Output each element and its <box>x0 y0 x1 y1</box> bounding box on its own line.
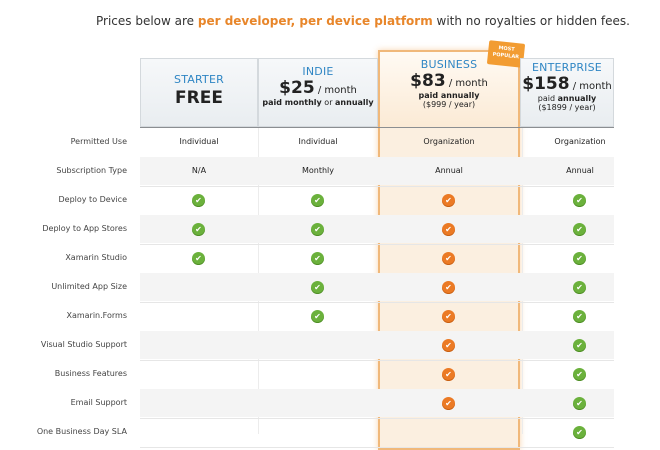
checkmark-icon: ✔ <box>573 425 586 439</box>
plan-header-indie: INDIE $25 / month paid monthly or annual… <box>258 58 378 127</box>
plan-name-business: BUSINESS <box>420 58 478 71</box>
checkmark-icon: ✔ <box>573 280 586 294</box>
row-stripe <box>140 273 614 301</box>
plan-price-business: $83 / month <box>380 71 518 91</box>
column-divider <box>522 58 523 434</box>
plan-price-business-period: / month <box>445 78 488 89</box>
plan-price-enterprise-period: / month <box>569 81 612 92</box>
row-stripe <box>140 157 614 185</box>
plan-billing-business: paid annually <box>380 91 518 100</box>
row-divider <box>140 360 614 361</box>
cell-enterprise: Annual <box>566 165 594 175</box>
billing-annually: paid annually <box>418 91 480 100</box>
feature-label: Business Features <box>54 368 127 378</box>
feature-label: Xamarin.Forms <box>66 310 127 320</box>
plan-name-indie: INDIE <box>302 65 334 78</box>
checkmark-icon: ✔ <box>192 251 205 265</box>
plan-name-enterprise: ENTERPRISE <box>532 61 602 74</box>
feature-label: Email Support <box>70 397 127 407</box>
checkmark-icon: ✔ <box>311 251 324 265</box>
feature-label: Permitted Use <box>70 136 127 146</box>
row-stripe <box>140 215 614 243</box>
checkmark-icon: ✔ <box>573 309 586 323</box>
plan-header-business: BUSINESS $83 / month paid annually ($999… <box>380 52 518 128</box>
intro-text-end: with no royalties or hidden fees. <box>432 14 630 28</box>
cell-business: Annual <box>435 165 463 175</box>
row-divider <box>140 244 614 245</box>
billing-annually: annually <box>335 98 374 107</box>
feature-label: Subscription Type <box>56 165 127 175</box>
row-divider <box>140 186 614 187</box>
cell-indie: Monthly <box>301 165 335 175</box>
header-rule <box>140 127 614 128</box>
feature-label: Unlimited App Size <box>51 281 127 291</box>
checkmark-icon: ✔ <box>442 309 455 323</box>
cell-starter: Individual <box>179 136 219 146</box>
plan-billing-enterprise: paid annually <box>521 94 613 103</box>
plan-billing-enterprise-yearly: ($1899 / year) <box>538 103 596 112</box>
feature-label: Visual Studio Support <box>40 339 127 349</box>
plan-price-indie: $25 / month <box>259 78 377 98</box>
plan-header-enterprise: ENTERPRISE $158 / month paid annually ($… <box>520 58 614 127</box>
plan-billing-business-yearly: ($999 / year) <box>422 100 476 109</box>
row-divider <box>140 447 614 448</box>
plan-price-business-amount: $83 <box>410 71 446 91</box>
checkmark-icon: ✔ <box>573 367 586 381</box>
column-divider <box>258 58 259 434</box>
checkmark-icon: ✔ <box>192 222 205 236</box>
checkmark-icon: ✔ <box>442 251 455 265</box>
billing-paid: paid <box>537 94 558 103</box>
intro-highlight: per developer, per device platform <box>197 14 433 28</box>
intro-text-start: Prices below are <box>96 14 198 28</box>
plan-price-enterprise-amount: $158 <box>522 74 570 94</box>
billing-or: or <box>321 98 336 107</box>
checkmark-icon: ✔ <box>442 338 455 352</box>
checkmark-icon: ✔ <box>192 193 205 207</box>
plan-price-indie-period: / month <box>314 85 357 96</box>
checkmark-icon: ✔ <box>573 338 586 352</box>
plan-header-starter: STARTER FREE <box>140 58 258 127</box>
checkmark-icon: ✔ <box>311 222 324 236</box>
checkmark-icon: ✔ <box>442 193 455 207</box>
billing-monthly: paid monthly <box>262 98 322 107</box>
billing-annually: annually <box>557 94 597 103</box>
checkmark-icon: ✔ <box>442 280 455 294</box>
checkmark-icon: ✔ <box>573 222 586 236</box>
row-stripe <box>140 389 614 417</box>
plan-price-enterprise: $158 / month <box>521 74 613 94</box>
row-stripe <box>140 331 614 359</box>
checkmark-icon: ✔ <box>573 193 586 207</box>
plan-price-starter: FREE <box>175 88 223 108</box>
checkmark-icon: ✔ <box>442 222 455 236</box>
checkmark-icon: ✔ <box>573 251 586 265</box>
feature-label: Xamarin Studio <box>65 252 127 262</box>
plan-name-starter: STARTER <box>174 73 224 86</box>
cell-business: Organization <box>423 136 475 146</box>
cell-starter: N/A <box>191 165 207 175</box>
checkmark-icon: ✔ <box>311 280 324 294</box>
feature-label: Deploy to App Stores <box>42 223 127 233</box>
feature-label: One Business Day SLA <box>36 426 127 436</box>
feature-label: Deploy to Device <box>58 194 128 204</box>
pricing-intro: Prices below are per developer, per devi… <box>0 14 660 28</box>
plan-billing-indie: paid monthly or annually <box>259 98 377 107</box>
row-divider <box>140 302 614 303</box>
cell-enterprise: Organization <box>554 136 606 146</box>
checkmark-icon: ✔ <box>311 309 324 323</box>
row-divider <box>140 418 614 419</box>
checkmark-icon: ✔ <box>573 396 586 410</box>
plan-price-indie-amount: $25 <box>279 78 315 98</box>
cell-indie: Individual <box>298 136 338 146</box>
checkmark-icon: ✔ <box>311 193 324 207</box>
checkmark-icon: ✔ <box>442 396 455 410</box>
checkmark-icon: ✔ <box>442 367 455 381</box>
